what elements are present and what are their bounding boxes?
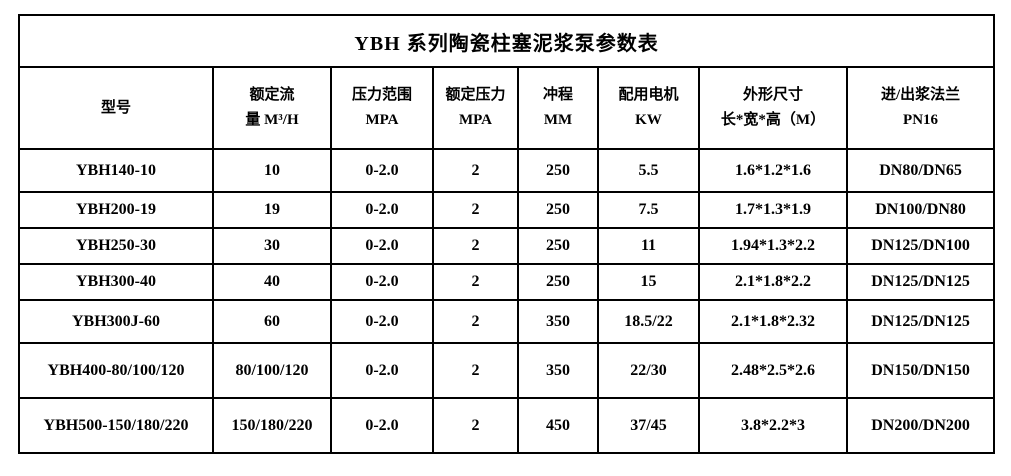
pressure-range-cell: 0-2.0 (330, 227, 434, 265)
header-flange: 进/出浆法兰 PN16 (845, 66, 996, 150)
stroke-cell: 250 (517, 191, 599, 229)
pressure-range-cell: 0-2.0 (330, 191, 434, 229)
table-row-ybh300-40: YBH300-40 40 0-2.0 2 250 15 2.1*1.8*2.2 … (18, 263, 996, 301)
flow-cell: 10 (212, 148, 332, 193)
header-dimensions: 外形尺寸 长*宽*高（M） (698, 66, 848, 150)
flange-cell: DN125/DN125 (845, 263, 996, 301)
table-row-ybh250-30: YBH250-30 30 0-2.0 2 250 11 1.94*1.3*2.2… (18, 227, 996, 265)
flow-cell: 30 (212, 227, 332, 265)
stroke-cell: 350 (517, 342, 599, 399)
header-rated-pressure: 额定压力 MPA (432, 66, 519, 150)
dimensions-cell: 1.7*1.3*1.9 (698, 191, 848, 229)
flow-cell: 40 (212, 263, 332, 301)
motor-cell: 37/45 (597, 397, 700, 454)
dimensions-cell: 3.8*2.2*3 (698, 397, 848, 454)
stroke-cell: 250 (517, 263, 599, 301)
table-header-row: 型号 额定流 量 M³/H 压力范围 MPA 额定压力 MPA 冲程 MM (18, 66, 996, 150)
table-title: YBH 系列陶瓷柱塞泥浆泵参数表 (17, 14, 996, 68)
pump-parameter-table-container: YBH 系列陶瓷柱塞泥浆泵参数表 型号 额定流 量 M³/H 压力范围 MPA … (17, 14, 996, 454)
dimensions-cell: 2.1*1.8*2.32 (698, 299, 848, 344)
header-stroke: 冲程 MM (517, 66, 599, 150)
motor-cell: 7.5 (597, 191, 700, 229)
pressure-range-cell: 0-2.0 (330, 299, 434, 344)
model-cell: YBH200-19 (18, 191, 214, 229)
model-cell: YBH300-40 (18, 263, 214, 301)
stroke-cell: 250 (517, 148, 599, 193)
flange-cell: DN80/DN65 (845, 148, 996, 193)
motor-cell: 5.5 (597, 148, 700, 193)
model-cell: YBH250-30 (18, 227, 214, 265)
dimensions-cell: 2.48*2.5*2.6 (698, 342, 848, 399)
stroke-cell: 250 (517, 227, 599, 265)
flange-cell: DN150/DN150 (845, 342, 996, 399)
flow-cell: 19 (212, 191, 332, 229)
motor-cell: 18.5/22 (597, 299, 700, 344)
rated-pressure-cell: 2 (432, 299, 519, 344)
motor-cell: 15 (597, 263, 700, 301)
header-rated-flow: 额定流 量 M³/H (212, 66, 332, 150)
flow-cell: 60 (212, 299, 332, 344)
motor-cell: 11 (597, 227, 700, 265)
rated-pressure-cell: 2 (432, 227, 519, 265)
table-row-ybh300j-60: YBH300J-60 60 0-2.0 2 350 18.5/22 2.1*1.… (18, 299, 996, 344)
model-cell: YBH140-10 (18, 148, 214, 193)
dimensions-cell: 2.1*1.8*2.2 (698, 263, 848, 301)
rated-pressure-cell: 2 (432, 148, 519, 193)
flange-cell: DN125/DN125 (845, 299, 996, 344)
stroke-cell: 450 (517, 397, 599, 454)
pressure-range-cell: 0-2.0 (330, 148, 434, 193)
flange-cell: DN125/DN100 (845, 227, 996, 265)
model-cell: YBH300J-60 (18, 299, 214, 344)
table-row-ybh500: YBH500-150/180/220 150/180/220 0-2.0 2 4… (18, 397, 996, 454)
flange-cell: DN100/DN80 (845, 191, 996, 229)
model-cell: YBH400-80/100/120 (18, 342, 214, 399)
pressure-range-cell: 0-2.0 (330, 342, 434, 399)
rated-pressure-cell: 2 (432, 191, 519, 229)
rated-pressure-cell: 2 (432, 263, 519, 301)
motor-cell: 22/30 (597, 342, 700, 399)
header-model: 型号 (18, 66, 214, 150)
header-model-label: 型号 (100, 99, 131, 116)
header-pressure-range: 压力范围 MPA (330, 66, 434, 150)
table-row-ybh140-10: YBH140-10 10 0-2.0 2 250 5.5 1.6*1.2*1.6… (18, 148, 996, 193)
pump-parameter-table: YBH 系列陶瓷柱塞泥浆泵参数表 型号 额定流 量 M³/H 压力范围 MPA … (17, 14, 996, 454)
dimensions-cell: 1.6*1.2*1.6 (698, 148, 848, 193)
flange-cell: DN200/DN200 (845, 397, 996, 454)
table-row-ybh400: YBH400-80/100/120 80/100/120 0-2.0 2 350… (18, 342, 996, 399)
rated-pressure-cell: 2 (432, 397, 519, 454)
pressure-range-cell: 0-2.0 (330, 263, 434, 301)
stroke-cell: 350 (517, 299, 599, 344)
model-cell: YBH500-150/180/220 (18, 397, 214, 454)
flow-cell: 150/180/220 (212, 397, 332, 454)
rated-pressure-cell: 2 (432, 342, 519, 399)
dimensions-cell: 1.94*1.3*2.2 (698, 227, 848, 265)
pressure-range-cell: 0-2.0 (330, 397, 434, 454)
table-title-row: YBH 系列陶瓷柱塞泥浆泵参数表 (17, 14, 996, 68)
flow-cell: 80/100/120 (212, 342, 332, 399)
table-row-ybh200-19: YBH200-19 19 0-2.0 2 250 7.5 1.7*1.3*1.9… (18, 191, 996, 229)
header-motor-power: 配用电机 KW (597, 66, 700, 150)
